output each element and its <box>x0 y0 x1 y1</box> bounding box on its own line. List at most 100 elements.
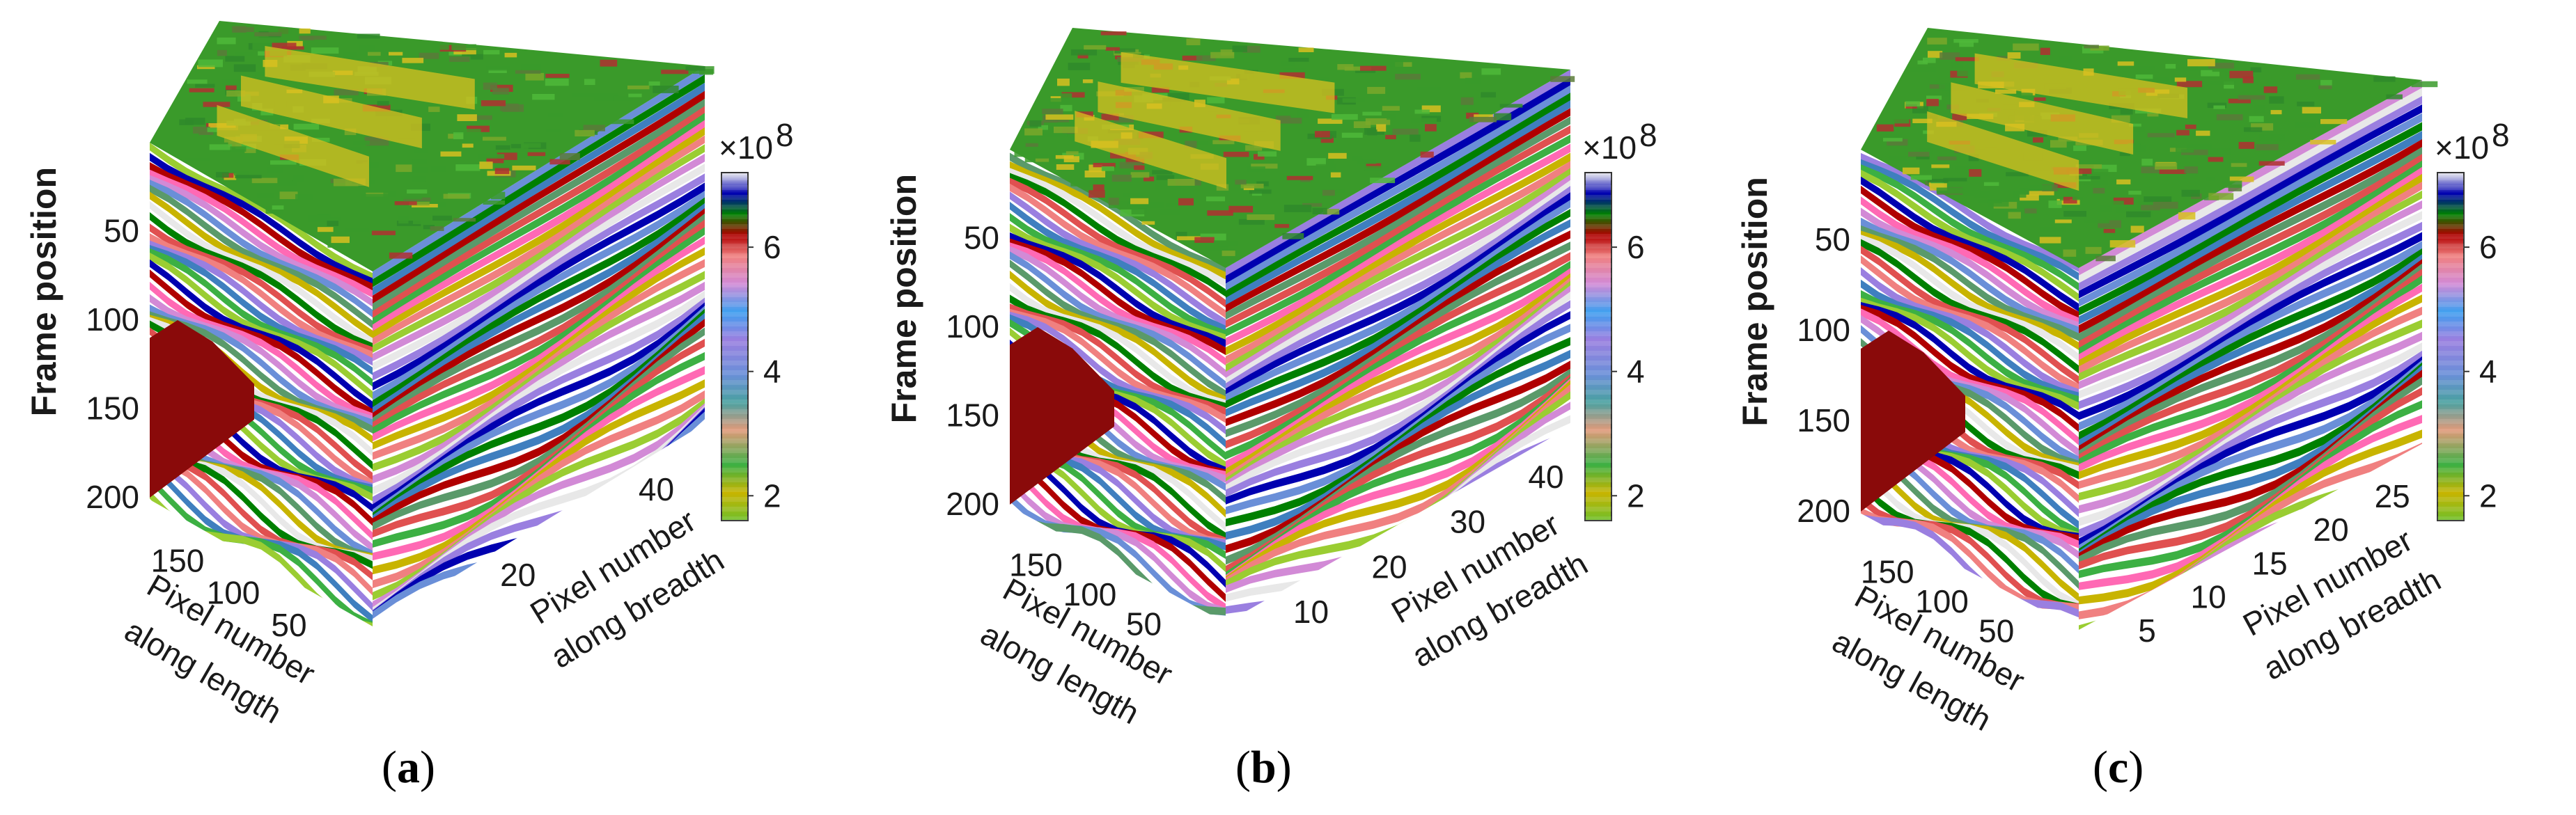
top-face-speck <box>1903 167 1920 175</box>
left-face-band <box>1010 409 1226 546</box>
right-face-band <box>2079 306 2422 489</box>
left-face <box>150 143 373 631</box>
left-face-band <box>1010 374 1226 483</box>
left-face-band <box>1010 365 1226 479</box>
top-face-speck <box>230 146 247 152</box>
right-face-band <box>2079 113 2422 307</box>
colorbar-stripes <box>1585 173 1611 521</box>
top-face-speck <box>1937 156 1957 161</box>
top-face-speck <box>2238 95 2265 100</box>
right-face-band <box>1226 242 1570 438</box>
top-face-speck <box>457 114 477 121</box>
top-face-speck <box>1919 148 1933 155</box>
top-face-speck <box>403 167 428 174</box>
top-face-speck <box>593 93 619 101</box>
left-face-band <box>1861 325 2079 465</box>
left-face-band <box>150 184 373 329</box>
top-face-speck <box>1134 165 1145 171</box>
colorbar-tick-label: 2 <box>763 477 781 514</box>
left-face-band <box>150 281 373 421</box>
top-face-speck <box>407 189 428 194</box>
top-face-speck <box>2063 211 2086 217</box>
top-face-speck <box>2128 143 2141 148</box>
top-face-speck <box>2320 119 2348 125</box>
top-face-speck <box>1337 64 1354 70</box>
top-face-speck <box>1070 49 1098 56</box>
y-tick-label: 150 <box>1009 547 1063 583</box>
top-face-speck <box>2295 122 2316 129</box>
top-face-speck <box>412 176 426 182</box>
top-face-speck <box>317 227 334 232</box>
top-face-speck <box>1288 58 1309 62</box>
right-face-band <box>2079 294 2422 480</box>
left-face-band <box>1010 201 1226 334</box>
right-face-band <box>373 327 705 530</box>
top-face-speck <box>1959 40 1974 47</box>
top-face-speck <box>614 95 633 102</box>
top-face-speck <box>302 36 314 40</box>
top-face-speck <box>535 52 549 57</box>
top-face-speck <box>2137 66 2155 70</box>
top-face-speck <box>1927 38 1947 45</box>
top-face-speck <box>258 51 269 56</box>
top-face-speck <box>2320 79 2332 87</box>
top-face-speck <box>394 201 417 205</box>
left-face-band <box>1861 169 2079 302</box>
right-face-band <box>373 271 705 472</box>
top-face-speck <box>2297 102 2315 106</box>
top-face-speck <box>1070 179 1098 187</box>
top-face-speck <box>1367 129 1377 136</box>
top-face-speck <box>1221 251 1235 256</box>
top-face-speck <box>2128 191 2141 195</box>
colorbar-exponent-base: ×10 <box>719 129 773 166</box>
top-face-speck <box>2258 161 2285 166</box>
top-face-speck <box>1154 182 1181 191</box>
right-face-band <box>2079 95 2422 291</box>
top-face-speck <box>2008 212 2021 219</box>
top-face-speck <box>2196 130 2210 136</box>
top-face-speck <box>2318 85 2332 90</box>
top-face-speck <box>451 44 476 51</box>
right-face-band <box>1226 219 1570 417</box>
top-face-speck <box>1362 111 1382 116</box>
top-face-speck <box>1282 68 1307 74</box>
x-tick-label: 10 <box>1293 594 1329 630</box>
top-face-speck <box>1416 87 1442 91</box>
z-tick-label: 200 <box>946 486 999 522</box>
top-face-speck <box>1481 68 1501 75</box>
right-face-band <box>2079 131 2422 325</box>
caption-b: (b) <box>1235 741 1319 804</box>
top-face-speck <box>2270 110 2282 115</box>
right-face-band <box>2079 241 2422 431</box>
top-face-speck <box>282 46 304 50</box>
left-face-band <box>150 454 373 596</box>
top-face-speck <box>628 93 642 97</box>
top-face-speck <box>346 134 361 140</box>
right-face-band <box>2079 173 2422 368</box>
top-face-speck <box>1360 65 1387 71</box>
right-face-band <box>1226 77 1570 284</box>
right-face-band <box>373 173 705 381</box>
top-face-speck <box>469 115 492 120</box>
top-face-speck <box>423 225 435 230</box>
top-face-speck <box>1969 169 1982 177</box>
right-face-band <box>1226 268 1570 469</box>
colorbar-stripes <box>2437 173 2464 521</box>
top-face-speck <box>2208 193 2234 200</box>
left-face-band <box>1010 477 1226 616</box>
y-tick-label: 50 <box>1126 606 1162 642</box>
top-face-speck <box>267 118 282 126</box>
top-face-speck <box>1235 180 1247 185</box>
top-face-speck <box>377 101 389 106</box>
top-face-speck <box>223 148 234 152</box>
top-face-speck <box>1367 86 1386 94</box>
top-face-speck <box>2201 70 2220 77</box>
top-face-speck <box>1466 112 1479 119</box>
top-face-speck <box>2072 196 2083 200</box>
left-face-band <box>1861 338 2079 469</box>
top-face-speck <box>1176 232 1187 239</box>
top-face-speck <box>500 103 519 111</box>
top-face-speck <box>2165 63 2176 69</box>
top-face-speck <box>600 59 618 67</box>
top-face-speck <box>2208 63 2235 69</box>
